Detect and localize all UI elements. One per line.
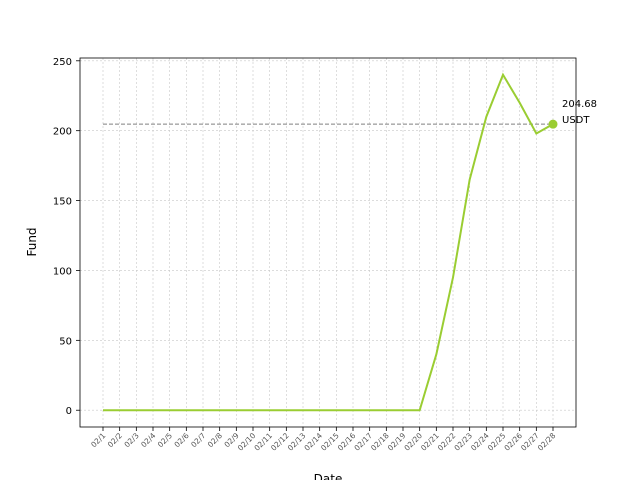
x-tick-label: 02/7 bbox=[189, 431, 207, 449]
series-line bbox=[103, 72, 554, 412]
y-tick-label: 50 bbox=[59, 336, 72, 347]
y-axis-ticks: 0 50 100 150 200 250 bbox=[53, 57, 80, 417]
plot-frame bbox=[79, 57, 577, 428]
y-tick-label: 200 bbox=[53, 127, 72, 138]
series-points bbox=[102, 74, 554, 411]
y-tick-label: 150 bbox=[53, 197, 72, 208]
y-tick-label: 100 bbox=[53, 266, 72, 277]
x-axis-ticks: 02/102/202/302/402/502/602/702/802/902/1… bbox=[89, 427, 558, 453]
grid-lines bbox=[80, 58, 576, 427]
x-tick-label: 02/1 bbox=[89, 431, 107, 449]
end-value-label: 204.68 bbox=[562, 99, 597, 110]
y-tick-label: 250 bbox=[53, 57, 72, 68]
y-tick-label: 0 bbox=[66, 406, 72, 417]
x-tick-label: 02/4 bbox=[139, 431, 157, 449]
end-point-marker bbox=[548, 119, 558, 129]
x-axis-label: Date bbox=[314, 472, 343, 480]
end-unit-label: USDT bbox=[562, 115, 590, 126]
x-tick-label: 02/3 bbox=[122, 431, 140, 449]
x-tick-label: 02/2 bbox=[106, 431, 124, 449]
x-tick-label: 02/6 bbox=[172, 431, 190, 449]
x-tick-label: 02/28 bbox=[536, 431, 558, 453]
y-axis-label: Fund bbox=[25, 227, 39, 256]
x-tick-label: 02/5 bbox=[156, 431, 174, 449]
x-tick-label: 02/8 bbox=[206, 431, 224, 449]
